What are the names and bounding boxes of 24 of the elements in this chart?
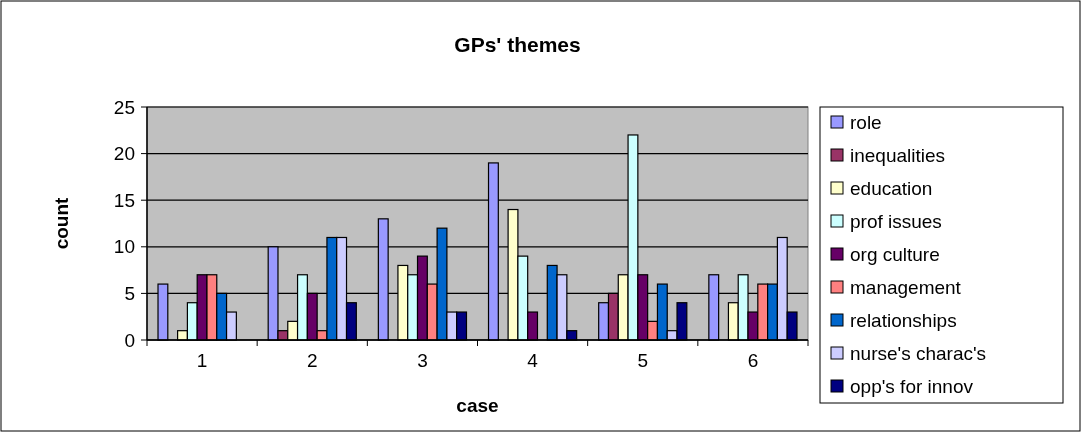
y-tick-label: 25 <box>113 96 135 118</box>
legend-label: inequalities <box>850 144 946 166</box>
x-tick-label: 2 <box>306 350 318 371</box>
legend-label: management <box>850 276 962 298</box>
legend-label: org culture <box>850 243 940 265</box>
y-tick-label: 0 <box>124 329 135 351</box>
x-tick-label: 4 <box>527 350 539 371</box>
legend-label: prof issues <box>850 210 942 232</box>
legend-label: education <box>850 177 933 199</box>
x-tick-label: 5 <box>637 350 649 371</box>
legend-label: opp's for innov <box>850 375 974 397</box>
y-tick-label: 10 <box>113 236 135 258</box>
x-tick-label: 3 <box>417 350 428 371</box>
y-tick-label: 5 <box>124 283 135 305</box>
legend-label: role <box>850 111 882 133</box>
legend-label: relationships <box>850 309 957 331</box>
x-tick-label: 6 <box>747 350 759 371</box>
y-axis-title: count <box>51 196 72 250</box>
x-axis-title: case <box>456 395 499 416</box>
x-tick-label: 1 <box>196 350 208 371</box>
chart-title: GPs' themes <box>454 33 581 56</box>
y-tick-label: 15 <box>113 189 135 211</box>
legend-label: nurse's charac's <box>850 342 987 364</box>
y-tick-label: 20 <box>113 143 135 165</box>
